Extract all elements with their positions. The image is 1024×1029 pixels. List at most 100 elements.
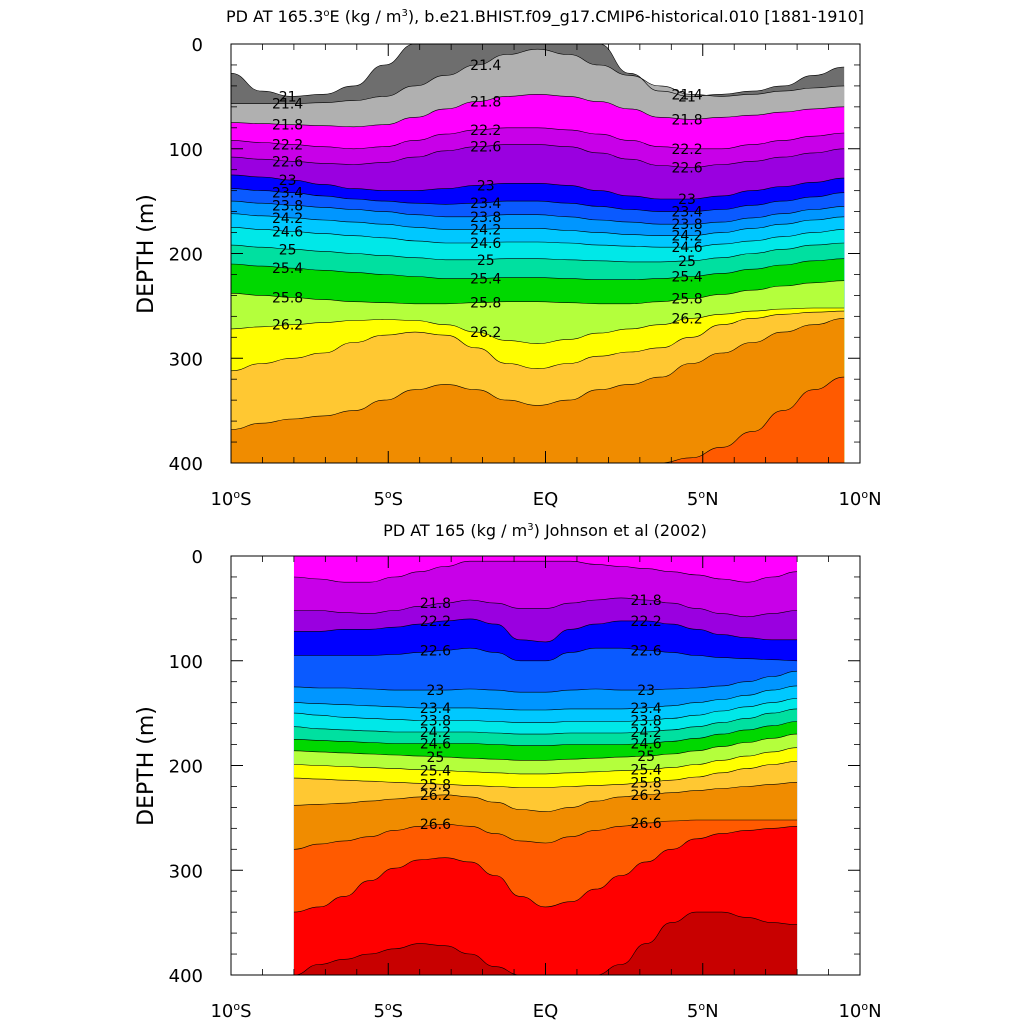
contour-line-27: [231, 318, 845, 430]
contour-line-22.6: [231, 144, 845, 168]
title-part-a: PD AT 165.3: [226, 7, 323, 26]
contour-line-25.8: [231, 280, 845, 305]
contour-label: 23: [279, 173, 297, 189]
contour-label: 23: [678, 192, 696, 208]
y-tick-label: 400: [169, 454, 203, 475]
contour-label: 23: [427, 683, 445, 699]
contour-label: 24.2: [420, 725, 451, 741]
contour-label: 21.8: [470, 95, 501, 111]
x-tick-label: 10oN: [838, 1000, 881, 1022]
contour-label: 21: [279, 89, 297, 105]
contour-label: 22.6: [631, 643, 662, 659]
contour-line-23: [231, 174, 845, 200]
contour-line-26.6: [293, 819, 798, 850]
contour-label: 23.8: [671, 217, 702, 233]
contour-label: 23.8: [631, 713, 662, 729]
contour-line-26.2: [293, 782, 798, 812]
contour-label: 22.2: [671, 142, 702, 158]
contour-line-22.6: [293, 647, 798, 662]
x-tick-label: 5oN: [687, 488, 719, 510]
y-tick-label: 200: [169, 757, 203, 778]
y-tick-label: 300: [169, 861, 203, 882]
contour-label: 23.4: [420, 701, 451, 717]
y-tick-label: 400: [169, 966, 203, 987]
contour-line-26.2: [231, 307, 845, 344]
contour-label: 26.2: [671, 311, 702, 327]
contour-line-26.6: [231, 310, 845, 372]
contour-line-24.6: [231, 227, 845, 248]
contour-label: 25.4: [671, 270, 702, 286]
title-part-b: ) Johnson et al (2002): [534, 521, 707, 540]
contour-label: 22.6: [671, 161, 702, 177]
x-tick-label: 10oS: [210, 488, 251, 510]
contour-label: 22.2: [631, 614, 662, 630]
contour-fill-group: 21 2121.421.421.421.821.821.822.222.222.2…: [231, 44, 845, 463]
y-tick-label: 300: [169, 349, 203, 370]
contour-label: 24.6: [272, 225, 303, 241]
contour-label: 24.6: [631, 737, 662, 753]
contour-label: 21.4: [272, 97, 303, 113]
x-tick-label: 10oN: [838, 488, 881, 510]
title-part-b: E (kg / m: [330, 7, 402, 26]
contour-line-24.6: [293, 721, 798, 746]
chart-title: PD AT 165 (kg / m3) Johnson et al (2002): [383, 521, 707, 540]
contour-label: 25.8: [420, 777, 451, 793]
contour-label: 25.4: [420, 764, 451, 780]
contour-label: 21.8: [631, 593, 662, 609]
contour-label: 24.2: [470, 222, 501, 238]
y-axis-label: DEPTH (m): [134, 706, 159, 826]
contour-line-23.4: [231, 188, 845, 212]
contour-label: 24.2: [631, 725, 662, 741]
contour-label: 23.8: [470, 210, 501, 226]
contour-label: 22.2: [420, 614, 451, 630]
contour-label: 26.2: [631, 788, 662, 804]
title-sup-a: 3: [527, 522, 533, 533]
contour-line-21.8: [231, 93, 845, 128]
contour-label: 21.4: [470, 58, 501, 74]
contour-label: 25.4: [470, 272, 501, 288]
contour-line-25: [231, 242, 845, 263]
y-tick-label: 100: [169, 140, 203, 161]
chart-panel-model: PD AT 165.3oE (kg / m3), b.e21.BHIST.f09…: [134, 7, 882, 510]
contour-label: 24.2: [671, 229, 702, 245]
contour-label: 21.8: [420, 596, 451, 612]
y-tick-label: 0: [192, 547, 203, 568]
contour-label: 25.4: [272, 261, 303, 277]
contour-label: 23.4: [470, 196, 501, 212]
title-sup-a: o: [323, 8, 329, 19]
contour-line-24.2: [231, 213, 845, 237]
contour-label: 26.2: [420, 788, 451, 804]
contour-line-25.4: [293, 747, 798, 775]
contour-line-25: [293, 733, 798, 761]
title-sup-b: 3: [402, 8, 408, 19]
contour-label: 21.4: [671, 87, 702, 103]
contour-label: 22.6: [420, 643, 451, 659]
contour-label: 23.4: [272, 186, 303, 202]
y-axis-label: DEPTH (m): [134, 194, 159, 314]
contour-label: 22.2: [272, 138, 303, 154]
x-tick-label: EQ: [533, 1001, 559, 1022]
contour-line-27.4: [293, 911, 798, 975]
contour-label: 25: [637, 749, 655, 765]
contour-line-23.8: [293, 698, 798, 723]
contour-label: 24.6: [420, 737, 451, 753]
contour-line-27.4: [231, 376, 845, 463]
contour-line-24.2: [293, 708, 798, 735]
contour-band-27: [231, 318, 845, 463]
title-part-a: PD AT 165 (kg / m: [383, 521, 527, 540]
contour-label: 22.2: [470, 123, 501, 139]
x-tick-label: 10oS: [210, 1000, 251, 1022]
contour-label: 25: [279, 242, 297, 258]
contour-line-23.8: [231, 200, 845, 225]
contour-label: 23: [477, 178, 495, 194]
contour-label: 25: [477, 253, 495, 269]
contour-label: 25.8: [470, 296, 501, 312]
contour-label: 24.2: [272, 211, 303, 227]
contour-line-21.4: [231, 48, 845, 105]
contour-line-25.4: [231, 258, 845, 281]
contour-line-21: [231, 44, 845, 97]
contour-label: 25.4: [631, 763, 662, 779]
